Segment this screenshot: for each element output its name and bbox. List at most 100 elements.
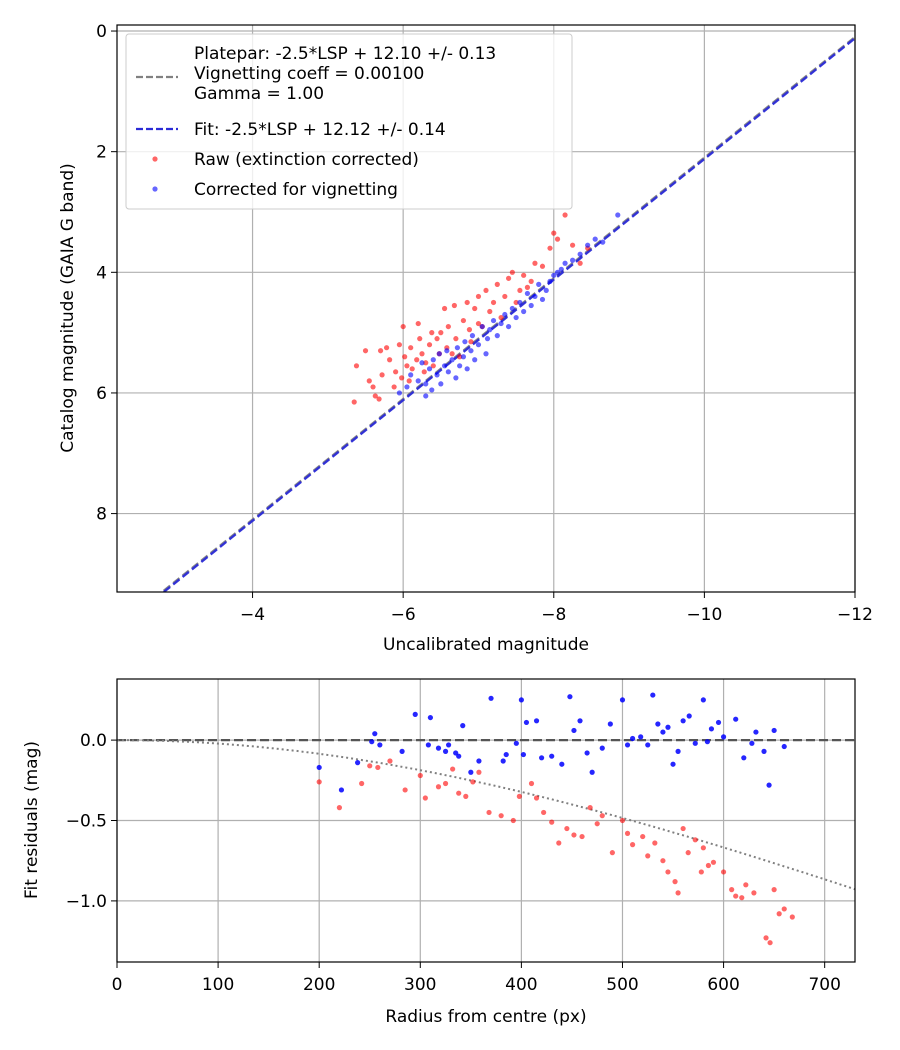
top-corrected-point [536, 281, 542, 287]
top-corrected-point [445, 369, 451, 375]
bottom-corrected-point [599, 745, 605, 751]
top-raw-point [570, 242, 576, 248]
top-corrected-point [453, 375, 459, 381]
bottom-x-tick-label: 400 [505, 975, 537, 995]
bottom-raw-point [698, 869, 704, 875]
bottom-raw-point [739, 895, 745, 901]
top-raw-point [460, 317, 467, 324]
bottom-corrected-point [399, 748, 405, 754]
bottom-corrected-point [316, 764, 322, 771]
bottom-raw-point [316, 779, 322, 785]
top-raw-point [430, 363, 436, 369]
legend: Platepar: -2.5*LSP + 12.10 +/- 0.13 Vign… [125, 33, 573, 210]
bottom-raw-point [776, 911, 782, 917]
top-raw-point [494, 281, 500, 287]
bottom-y-tick-label: −1.0 [66, 892, 107, 912]
top-raw-point [513, 299, 519, 306]
top-raw-point [490, 299, 497, 306]
top-y-tick-label: 0 [96, 22, 107, 42]
bottom-raw-point [579, 833, 585, 840]
top-corrected-point [592, 236, 598, 242]
bottom-corrected-point [456, 753, 462, 759]
top-raw-point [402, 354, 408, 360]
top-raw-point [399, 375, 405, 381]
top-raw-point [400, 323, 406, 330]
top-raw-point [466, 327, 473, 333]
legend-box [125, 33, 573, 210]
top-corrected-point [509, 305, 515, 312]
bottom-corrected-point [665, 724, 671, 730]
bottom-raw-point [781, 906, 787, 912]
bottom-y-tick-label: −0.5 [66, 812, 107, 832]
top-corrected-point [457, 363, 463, 369]
top-raw-point [414, 357, 420, 363]
top-raw-point [387, 357, 393, 363]
top-y-tick-label: 4 [96, 263, 107, 283]
top-corrected-point [484, 336, 491, 342]
top-corrected-point [462, 339, 468, 345]
top-corrected-point [444, 348, 450, 354]
bottom-corrected-point [766, 782, 772, 788]
top-raw-point [426, 342, 433, 348]
bottom-corrected-point [549, 753, 555, 759]
bottom-raw-point [417, 772, 423, 779]
bottom-raw-point [463, 793, 469, 799]
top-corrected-point [532, 293, 538, 300]
bottom-corrected-point [435, 745, 442, 751]
top-raw-point [451, 302, 457, 309]
bottom-corrected-point [577, 718, 583, 724]
bottom-corrected-point [503, 751, 509, 758]
top-raw-point [406, 378, 412, 384]
bottom-y-axis-label: Fit residuals (mag) [22, 741, 42, 899]
bottom-raw-point [652, 840, 658, 846]
top-corrected-point [434, 372, 440, 378]
bottom-raw-point [533, 795, 540, 801]
bottom-raw-point [359, 780, 365, 787]
bottom-raw-point [710, 859, 717, 865]
top-corrected-point [487, 327, 493, 333]
bottom-corrected-point [704, 739, 711, 745]
top-corrected-point [426, 366, 433, 372]
top-corrected-point [513, 314, 519, 321]
top-raw-point [409, 366, 415, 372]
top-scatter-points [351, 212, 621, 405]
bottom-raw-point [685, 850, 691, 856]
bottom-ticks: 0 100 200 300 400 500 600 700 0.0 −0.5 −1.0 [66, 731, 841, 995]
top-raw-point [417, 336, 423, 342]
bottom-corrected-point [442, 748, 449, 754]
top-corrected-point [517, 299, 523, 306]
bottom-raw-point [705, 862, 712, 869]
top-corrected-point [551, 272, 557, 278]
bottom-raw-point [624, 830, 631, 836]
top-raw-point [453, 336, 459, 342]
bottom-raw-point [450, 766, 456, 772]
top-corrected-point [539, 296, 546, 303]
bottom-raw-point [528, 780, 535, 787]
bottom-raw-point [675, 890, 681, 896]
top-corrected-point [521, 308, 527, 315]
top-corrected-point [460, 354, 467, 360]
bottom-corrected-point [355, 760, 361, 766]
top-raw-point [509, 269, 515, 275]
top-fit-line [161, 37, 855, 592]
bottom-x-tick-label: 500 [606, 975, 638, 995]
bottom-corrected-point [624, 742, 631, 748]
top-corrected-point [483, 351, 489, 357]
top-raw-point [524, 284, 531, 290]
bottom-corrected-point [629, 735, 636, 742]
top-corrected-point [472, 357, 478, 363]
top-corrected-point [558, 266, 564, 272]
bottom-raw-point [387, 758, 393, 764]
top-raw-point [562, 212, 568, 218]
bottom-raw-point [720, 869, 727, 875]
legend-fit-text: Fit: -2.5*LSP + 12.12 +/- 0.14 [194, 120, 446, 140]
bottom-raw-point [587, 805, 593, 811]
top-corrected-point [490, 317, 497, 324]
bottom-corrected-point [771, 727, 777, 734]
top-raw-point [551, 230, 557, 236]
top-raw-point [539, 263, 546, 269]
bottom-corrected-point [567, 694, 573, 700]
top-raw-point [438, 330, 444, 336]
top-corrected-point [543, 287, 549, 294]
